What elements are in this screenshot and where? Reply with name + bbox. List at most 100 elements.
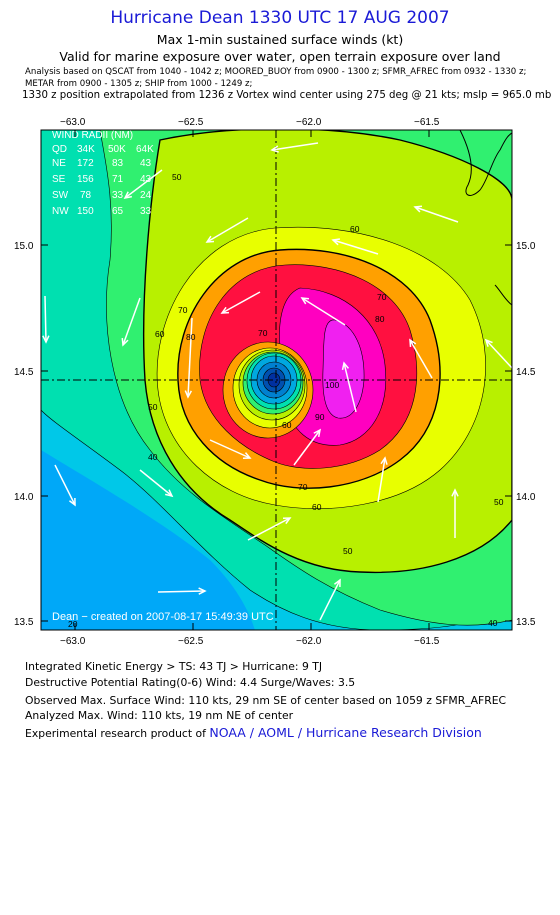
label-60-inner: 60 (282, 420, 292, 430)
label-40-se: 40 (488, 618, 498, 628)
wind-radii-col-qd: QD (52, 144, 67, 155)
wind-vector-arrowhead (484, 338, 493, 347)
wind-vector-arrowhead (333, 578, 341, 588)
wind-vector-arrowhead (270, 145, 279, 153)
wind-radii-nw-50k: 65 (112, 206, 124, 217)
label-70-inner: 70 (258, 328, 268, 338)
wind-radii-ne-quad: NE (52, 158, 66, 169)
analysis-line-1: Analysis based on QSCAT from 1040 - 1042… (25, 67, 527, 77)
label-70-south: 70 (298, 482, 308, 492)
map-frame (40, 129, 513, 631)
label-60-west: 60 (155, 329, 165, 339)
wind-vector-arrow (343, 362, 357, 413)
wind-radii-col-64k: 64K (136, 144, 154, 155)
credit-organization-link[interactable]: NOAA / AOML / Hurricane Research Divisio… (209, 725, 482, 740)
label-60-north: 60 (350, 224, 360, 234)
wind-vector-arrowhead (380, 456, 388, 465)
wind-vector-arrow (206, 217, 249, 243)
coastline (459, 130, 512, 196)
label-70-ne: 70 (377, 292, 387, 302)
wind-radii-col-34k: 34K (77, 144, 95, 155)
wind-radii-se-50k: 71 (112, 174, 124, 185)
wind-radii-col-50k: 50K (108, 144, 126, 155)
wind-vector-arrow (54, 464, 76, 506)
low-wind-region (41, 450, 255, 630)
lon-top-0: −63.0 (60, 117, 86, 128)
wind-vector-arrowhead (409, 338, 417, 348)
analyzed-max-wind: Analyzed Max. Wind: 110 kts, 19 nm NE of… (25, 709, 294, 722)
lat-right-2: 14.0 (516, 492, 536, 503)
creation-stamp: Dean − created on 2007-08-17 15:49:39 UT… (52, 611, 274, 623)
wind-radii-nw-64k: 33 (140, 206, 152, 217)
label-80-east: 80 (375, 314, 385, 324)
label-70-nw: 70 (178, 305, 188, 315)
wind-vector-arrow (187, 317, 193, 398)
wind-radii-se-64k: 43 (140, 174, 152, 185)
lon-bottom-2: −62.0 (296, 636, 322, 647)
label-100-core: 100 (325, 380, 339, 390)
wind-radii-se-quad: SE (52, 174, 66, 185)
subtitle-winds: Max 1-min sustained surface winds (kt) (156, 32, 404, 47)
lon-top-2: −62.0 (296, 117, 322, 128)
wind-vector-arrowhead (282, 517, 292, 525)
wind-vector-arrow (377, 457, 386, 503)
ike-summary: Integrated Kinetic Energy > TS: 43 TJ > … (25, 660, 323, 673)
label-50-north: 50 (172, 172, 182, 182)
label-40-west: 40 (148, 452, 158, 462)
lon-bottom-1: −62.5 (178, 636, 204, 647)
lat-left-0: 15.0 (14, 241, 34, 252)
subtitle-exposure: Valid for marine exposure over water, op… (59, 49, 501, 64)
analysis-line-2: METAR from 0900 - 1305 z; SHIP from 1000… (25, 79, 253, 89)
label-60-south: 60 (312, 502, 322, 512)
wind-radii-se-34k: 156 (77, 174, 94, 185)
wind-vector-arrowhead (451, 488, 459, 497)
wind-radii-ne-50k: 83 (112, 158, 124, 169)
wind-vector-arrow (414, 206, 459, 223)
observed-max-wind: Observed Max. Surface Wind: 110 kts, 29 … (25, 694, 507, 707)
wind-vector-arrow (157, 590, 206, 593)
wind-field-map: 50 60 70 80 100 90 70 60 50 60 50 40 80 … (14, 117, 536, 647)
wind-radii-ne-64k: 43 (140, 158, 152, 169)
contour-value-labels: 50 60 70 80 100 90 70 60 50 60 50 40 80 … (68, 172, 504, 629)
wind-vector-arrow (122, 297, 141, 346)
wind-vector-arrow (124, 169, 163, 199)
wind-vector-arrowhead (198, 587, 207, 595)
wind-vector-arrowhead (165, 489, 174, 498)
label-50-east: 50 (494, 497, 504, 507)
wind-radii-sw-50k: 33 (112, 190, 124, 201)
wind-vector-arrow (293, 429, 321, 466)
label-50-west: 50 (148, 402, 158, 412)
label-20-sw: 20 (68, 619, 78, 629)
axis-ticks (41, 130, 512, 630)
wind-radii-nw-34k: 150 (77, 206, 94, 217)
wind-vector-arrowhead (300, 297, 310, 305)
wind-radii-nw-quad: NW (52, 206, 69, 217)
lon-bottom-3: −61.5 (414, 636, 440, 647)
wind-vector-arrow (332, 239, 379, 255)
wind-vector-arrowhead (242, 452, 252, 459)
coastline-south (494, 284, 512, 306)
lat-left-3: 13.5 (14, 617, 34, 628)
lat-right-1: 14.5 (516, 367, 536, 378)
wind-radii-header: WIND RADII (NM) (52, 130, 133, 141)
wind-vector-arrowhead (413, 205, 423, 213)
wind-radii-sw-quad: SW (52, 190, 69, 201)
wind-radii-ne-34k: 172 (77, 158, 94, 169)
wind-vectors (42, 142, 512, 621)
wind-vector-arrowhead (313, 428, 322, 438)
lon-top-3: −61.5 (414, 117, 440, 128)
lat-left-1: 14.5 (14, 367, 34, 378)
credit-prefix: Experimental research product of (25, 727, 210, 740)
wind-vector-arrowhead (341, 361, 350, 371)
label-50-south: 50 (343, 546, 353, 556)
wind-vector-arrowhead (42, 335, 50, 344)
label-80-west: 80 (186, 332, 196, 342)
wind-vector-arrowhead (123, 191, 133, 200)
wind-vector-arrow (409, 339, 433, 379)
lat-left-2: 14.0 (14, 492, 34, 503)
product-credit: Experimental research product of NOAA / … (25, 725, 482, 740)
wind-vector-arrow (139, 469, 173, 497)
wind-vector-arrow (319, 579, 341, 621)
lon-bottom-0: −63.0 (60, 636, 86, 647)
wind-vector-arrowhead (205, 235, 215, 243)
